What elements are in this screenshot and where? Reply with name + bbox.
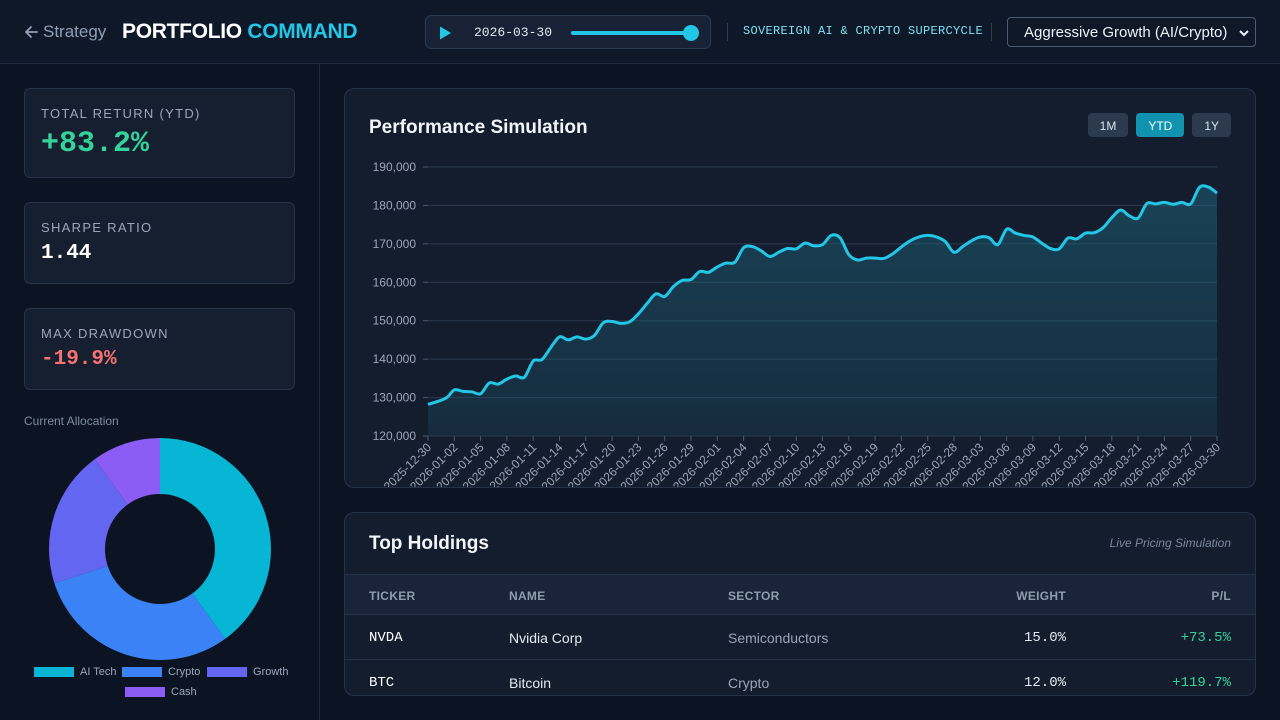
legend-item-ai-tech[interactable]: AI Tech [34, 666, 117, 678]
pl-cell: +73.5% [1180, 630, 1231, 646]
strategy-select-value: Aggressive Growth (AI/Crypto) [1024, 24, 1228, 41]
y-tick-label: 170,000 [373, 237, 417, 251]
stat-value: 1.44 [41, 242, 92, 265]
back-to-strategy-link[interactable]: Strategy [23, 22, 106, 42]
app-title-primary: PORTFOLIO [122, 20, 242, 43]
y-tick-label: 190,000 [373, 160, 417, 174]
ticker-cell: BTC [369, 675, 395, 691]
timeline-player: 2026-03-30 [425, 15, 711, 49]
legend-swatch [207, 667, 247, 677]
pl-cell: +119.7% [1172, 675, 1231, 691]
y-tick-label: 180,000 [373, 198, 417, 212]
timeline-slider-thumb[interactable] [683, 25, 699, 41]
stat-value: -19.9% [41, 348, 117, 371]
donut-slice-crypto [54, 565, 226, 660]
total-return-card: TOTAL RETURN (YTD) +83.2% [24, 88, 295, 178]
range-1m-button[interactable]: 1M [1087, 113, 1129, 137]
weight-cell: 12.0% [1023, 675, 1066, 691]
column-header-ticker[interactable]: TICKER [369, 589, 416, 603]
app-title: PORTFOLIO COMMAND [122, 20, 358, 44]
donut-slice-ai-tech [160, 438, 271, 639]
max-drawdown-card: MAX DRAWDOWN -19.9% [24, 308, 295, 390]
stat-value: +83.2% [41, 127, 150, 161]
holdings-title: Top Holdings [369, 533, 489, 554]
sharpe-ratio-card: SHARPE RATIO 1.44 [24, 202, 295, 284]
strategy-select[interactable]: Aggressive Growth (AI/Crypto) [1007, 17, 1256, 47]
holdings-panel: Top Holdings Live Pricing Simulation TIC… [344, 512, 1256, 696]
timeline-slider[interactable] [571, 25, 699, 41]
live-pricing-label: Live Pricing Simulation [1109, 536, 1231, 550]
stat-label: MAX DRAWDOWN [41, 326, 169, 341]
legend-swatch [34, 667, 74, 677]
y-tick-label: 160,000 [373, 275, 417, 289]
name-cell: Bitcoin [509, 675, 552, 691]
y-tick-label: 150,000 [373, 314, 417, 328]
stat-label: TOTAL RETURN (YTD) [41, 106, 201, 121]
allocation-donut-chart [49, 438, 271, 660]
timeline-slider-fill [571, 31, 691, 35]
column-header-sector[interactable]: SECTOR [728, 589, 780, 603]
y-tick-label: 140,000 [373, 352, 417, 366]
app-title-accent: COMMAND [247, 20, 358, 43]
divider [727, 23, 728, 41]
table-header: TICKER NAME SECTOR WEIGHT P/L [345, 574, 1255, 614]
legend-label: Cash [171, 686, 197, 698]
play-icon[interactable] [436, 24, 454, 42]
column-header-pl[interactable]: P/L [1211, 589, 1231, 603]
legend-swatch [122, 667, 162, 677]
scenario-label: SOVEREIGN AI & CRYPTO SUPERCYCLE [743, 24, 984, 38]
weight-cell: 15.0% [1023, 630, 1066, 646]
chevron-down-icon [1239, 30, 1249, 37]
legend-label: AI Tech [80, 666, 117, 678]
arrow-left-icon [25, 26, 38, 38]
range-1y-button[interactable]: 1Y [1192, 113, 1231, 137]
legend-label: Growth [253, 666, 289, 678]
donut-slice-growth [49, 459, 128, 584]
y-tick-label: 120,000 [373, 429, 417, 443]
divider [991, 23, 992, 41]
area-fill [428, 185, 1217, 436]
y-tick-label: 130,000 [373, 391, 417, 405]
donut-slice-cash [94, 438, 160, 505]
sector-cell: Semiconductors [728, 630, 829, 646]
column-header-weight[interactable]: WEIGHT [1016, 589, 1066, 603]
performance-chart: 190,000 180,000 170,000 160,000 150,000 140,0… [373, 160, 1224, 487]
range-ytd-button[interactable]: YTD [1136, 113, 1185, 137]
table-row[interactable]: BTC Bitcoin Crypto 12.0% +119.7% [345, 659, 1255, 695]
range-selector: 1M YTD 1Y [1087, 113, 1231, 137]
stat-label: SHARPE RATIO [41, 220, 153, 235]
column-header-name[interactable]: NAME [509, 589, 546, 603]
ticker-cell: NVDA [369, 630, 403, 646]
legend-swatch [125, 687, 165, 697]
legend-item-cash[interactable]: Cash [125, 686, 197, 698]
sidebar: TOTAL RETURN (YTD) +83.2% SHARPE RATIO 1… [0, 64, 320, 720]
top-bar: Strategy PORTFOLIO COMMAND 2026-03-30 SO… [0, 0, 1280, 64]
allocation-title: Current Allocation [24, 414, 119, 428]
table-row[interactable]: NVDA Nvidia Corp Semiconductors 15.0% +7… [345, 614, 1255, 659]
performance-title: Performance Simulation [369, 117, 588, 138]
sector-cell: Crypto [728, 675, 770, 691]
simulation-date: 2026-03-30 [474, 25, 553, 40]
legend-item-crypto[interactable]: Crypto [122, 666, 200, 678]
legend-label: Crypto [168, 666, 201, 678]
name-cell: Nvidia Corp [509, 630, 583, 646]
performance-panel: 190,000 180,000 170,000 160,000 150,000 140,0… [344, 88, 1256, 488]
back-label: Strategy [43, 22, 107, 41]
series-line [427, 184, 1218, 406]
legend-item-growth[interactable]: Growth [207, 666, 288, 678]
